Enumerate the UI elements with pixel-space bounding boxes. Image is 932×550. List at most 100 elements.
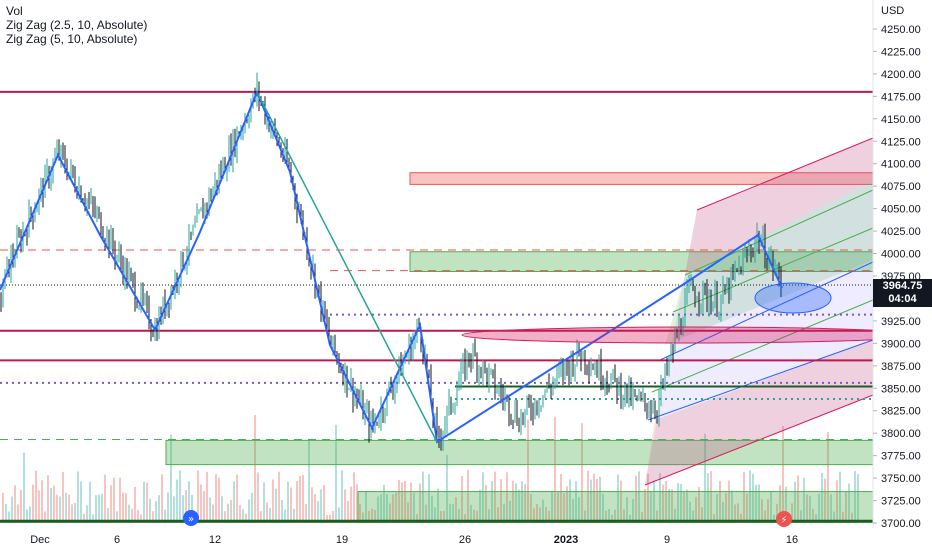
volume-bar bbox=[590, 479, 592, 523]
highlight-ellipse-blue bbox=[754, 282, 832, 314]
volume-bar bbox=[728, 480, 730, 523]
volume-bar bbox=[452, 504, 454, 523]
volume-bar bbox=[776, 503, 778, 523]
volume-bar bbox=[152, 511, 154, 523]
volume-bar bbox=[329, 514, 331, 523]
zigzag-large-line bbox=[256, 91, 438, 443]
volume-bar bbox=[746, 493, 748, 523]
zone-support bbox=[165, 439, 874, 466]
pitchfork-drawing bbox=[644, 137, 874, 486]
volume-bar bbox=[167, 492, 169, 523]
volume-bar bbox=[86, 505, 88, 523]
y-tick-label: 4050.00 bbox=[881, 204, 921, 216]
svg-text:⚡: ⚡ bbox=[780, 515, 787, 526]
volume-bar bbox=[11, 496, 13, 523]
volume-bar bbox=[251, 492, 253, 523]
volume-bar bbox=[365, 491, 367, 523]
volume-bar bbox=[620, 480, 622, 523]
volume-bar bbox=[713, 514, 715, 523]
x-tick-label: 26 bbox=[459, 534, 471, 546]
volume-bar bbox=[626, 497, 628, 523]
pitchfork-band-upper bbox=[685, 138, 873, 275]
y-tick-label: 4150.00 bbox=[881, 114, 921, 126]
volume-bar bbox=[575, 481, 577, 523]
volume-bar bbox=[44, 511, 46, 523]
volume-bar bbox=[209, 497, 211, 523]
y-tick-label: 3850.00 bbox=[881, 383, 921, 395]
volume-bar bbox=[581, 423, 583, 523]
volume-bar bbox=[494, 471, 496, 523]
volume-bar bbox=[416, 514, 418, 523]
volume-bar bbox=[362, 512, 364, 523]
volume-bar bbox=[764, 510, 766, 523]
volume-bar bbox=[275, 488, 277, 523]
legend-zigzag-small: Zig Zag (2.5, 10, Absolute) bbox=[6, 18, 148, 32]
volume-bar bbox=[695, 496, 697, 523]
volume-bar bbox=[848, 483, 850, 523]
legend-zigzag-large: Zig Zag (5, 10, Absolute) bbox=[6, 32, 138, 46]
volume-bar bbox=[269, 507, 271, 523]
volume-bar bbox=[827, 432, 829, 523]
volume-bar bbox=[119, 477, 121, 523]
y-tick-label: 3925.00 bbox=[881, 316, 921, 328]
volume-bar bbox=[137, 510, 139, 523]
volume-bar bbox=[782, 426, 784, 523]
event-flash-icon: ⚡ bbox=[776, 511, 792, 527]
volume-bar bbox=[140, 514, 142, 523]
volume-bar bbox=[185, 490, 187, 523]
volume-bar bbox=[431, 496, 433, 523]
volume-bar bbox=[632, 498, 634, 523]
volume-bar bbox=[566, 486, 568, 523]
volume-bar bbox=[191, 495, 193, 523]
volume-bar bbox=[503, 503, 505, 523]
volume-bar bbox=[257, 472, 259, 523]
volume-bar bbox=[680, 483, 682, 523]
volume-bar bbox=[302, 475, 304, 523]
volume-bar bbox=[824, 478, 826, 523]
volume-bar bbox=[176, 479, 178, 523]
volume-bar bbox=[833, 511, 835, 523]
volume-bar bbox=[380, 494, 382, 523]
volume-bar bbox=[68, 494, 70, 523]
volume-bar bbox=[296, 481, 298, 523]
volume-bar bbox=[644, 488, 646, 523]
volume-bar bbox=[434, 507, 436, 523]
volume-bar bbox=[200, 484, 202, 523]
currency-label: USD bbox=[881, 5, 904, 17]
volume-bar bbox=[806, 494, 808, 523]
volume-bar bbox=[116, 511, 118, 523]
volume-bar bbox=[752, 473, 754, 523]
volume-bar bbox=[377, 496, 379, 523]
volume-bar bbox=[743, 471, 745, 523]
volume-bar bbox=[35, 470, 37, 523]
volume-bar bbox=[368, 510, 370, 523]
volume-bar bbox=[794, 481, 796, 523]
volume-bar bbox=[299, 476, 301, 523]
volume-bar bbox=[14, 485, 16, 523]
volume-bar bbox=[290, 487, 292, 523]
volume-bar bbox=[260, 511, 262, 523]
volume-bar bbox=[272, 479, 274, 523]
price-axis[interactable]: USD 4250.00 4225.00 4200.00 4175.00 4150.00 41… bbox=[872, 0, 932, 550]
volume-bar bbox=[569, 479, 571, 523]
volume-bar bbox=[710, 471, 712, 523]
time-axis[interactable]: Dec 6 12 19 26 2023 9 16 bbox=[30, 534, 798, 546]
volume-bar bbox=[395, 492, 397, 523]
volume-bar bbox=[215, 474, 217, 523]
volume-bar bbox=[338, 507, 340, 523]
volume-bar bbox=[602, 493, 604, 523]
volume-bar bbox=[146, 482, 148, 523]
volume-bar bbox=[74, 502, 76, 523]
y-tick-label: 3700.00 bbox=[881, 518, 921, 530]
axis-background bbox=[873, 0, 932, 550]
volume-bar bbox=[2, 492, 4, 523]
candlesticks bbox=[0, 72, 782, 451]
volume-bar bbox=[26, 509, 28, 523]
volume-bar bbox=[731, 490, 733, 523]
y-tick-label: 4000.00 bbox=[881, 249, 921, 261]
last-price-tag: 3964.75 04:04 bbox=[873, 279, 932, 307]
volume-bar bbox=[437, 488, 439, 523]
volume-bar bbox=[230, 500, 232, 523]
pitchfork-line bbox=[644, 394, 874, 486]
